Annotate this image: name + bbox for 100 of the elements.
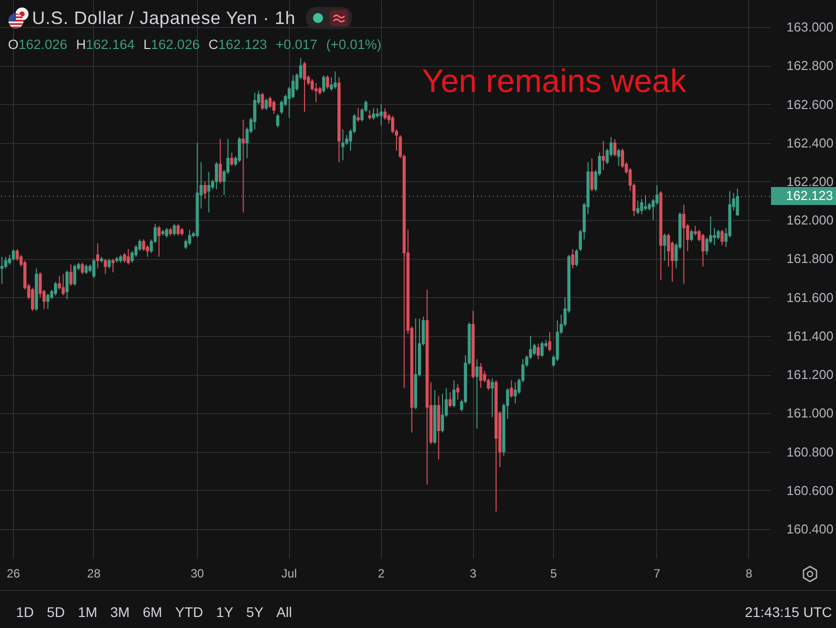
candlestick xyxy=(62,274,65,296)
y-tick-label: 160.600 xyxy=(786,482,834,498)
candlestick xyxy=(31,287,34,312)
candlestick xyxy=(620,148,624,168)
candlestick xyxy=(475,358,478,430)
candlestick xyxy=(712,227,716,246)
candlestick xyxy=(341,128,344,161)
candlestick xyxy=(142,238,146,252)
candlestick xyxy=(536,343,540,360)
candlestick xyxy=(108,258,111,269)
y-tick-label: 162.600 xyxy=(786,96,834,112)
y-tick-label: 162.200 xyxy=(786,174,834,189)
candlestick xyxy=(326,74,330,90)
candlestick xyxy=(368,110,372,120)
candlestick xyxy=(218,138,222,184)
text: 5Y xyxy=(246,604,264,620)
candlestick xyxy=(242,119,245,213)
x-tick-label: 26 xyxy=(6,566,20,580)
text: 5D xyxy=(46,604,65,620)
candlestick xyxy=(376,108,379,118)
candlestick xyxy=(280,100,284,114)
candlestick xyxy=(276,113,280,128)
y-tick-label: 161.400 xyxy=(786,328,834,344)
y-tick-label: 162.800 xyxy=(786,58,834,74)
candlestick xyxy=(73,264,76,286)
candlestick xyxy=(663,233,666,262)
candlestick xyxy=(303,61,306,112)
candlestick xyxy=(69,264,72,286)
x-tick-label: 5 xyxy=(550,566,558,580)
candlestick xyxy=(694,225,697,236)
y-tick-label: 160.800 xyxy=(786,444,834,460)
text: YTD xyxy=(175,604,204,620)
candlestick xyxy=(260,92,264,111)
x-tick-label: 8 xyxy=(746,566,753,580)
candlestick xyxy=(65,270,69,300)
text: 6M xyxy=(142,604,162,620)
candlestick xyxy=(292,74,295,99)
x-tick-label: 28 xyxy=(87,566,101,580)
candlestick xyxy=(268,96,272,109)
candlestick xyxy=(574,248,578,267)
candlestick xyxy=(701,233,705,267)
y-tick-label: 161.000 xyxy=(786,406,834,421)
candlestick xyxy=(682,204,686,284)
candlestick xyxy=(322,74,326,94)
candlestick xyxy=(456,384,460,400)
x-tick-label: 3 xyxy=(470,566,477,580)
candlestick xyxy=(636,200,640,215)
candlestick xyxy=(532,343,536,356)
text: All xyxy=(276,604,292,620)
candlestick xyxy=(514,382,517,404)
candlestick xyxy=(176,223,180,236)
candlestick xyxy=(272,100,276,114)
candlestick xyxy=(548,332,552,352)
y-tick-label: 163.000 xyxy=(786,20,834,35)
candlestick xyxy=(253,92,256,130)
candlestick xyxy=(146,244,150,258)
candlestick xyxy=(130,250,134,264)
x-tick-label: 2 xyxy=(378,566,385,580)
candlestick xyxy=(640,198,644,215)
annotation: Yen remains weak xyxy=(422,63,686,99)
y-tick-label: 162.400 xyxy=(786,135,834,150)
candlestick xyxy=(46,292,50,310)
candlestick xyxy=(0,256,4,284)
candlestick xyxy=(613,138,616,157)
y-tick-label: 161.200 xyxy=(786,367,834,382)
candlestick xyxy=(111,258,115,273)
candlestick xyxy=(510,380,513,398)
candlestick xyxy=(172,223,176,236)
candlestick xyxy=(356,108,360,122)
candlestick xyxy=(134,244,138,258)
candlestick xyxy=(12,248,15,262)
candlestick xyxy=(96,242,100,269)
candlestick xyxy=(479,362,482,389)
candlestick xyxy=(590,158,594,192)
candlestick xyxy=(490,378,494,418)
candlestick xyxy=(571,248,574,269)
candlestick xyxy=(92,258,96,279)
text: 21:43:15 UTC xyxy=(744,604,832,620)
candlestick xyxy=(230,152,234,167)
candlestick xyxy=(652,198,655,221)
text: 3M xyxy=(110,604,130,620)
x-tick-label: Jul xyxy=(282,566,297,580)
candlestick xyxy=(372,108,376,120)
candlestick xyxy=(126,248,130,266)
candlestick xyxy=(380,104,383,126)
candlestick xyxy=(84,264,88,275)
candlestick xyxy=(540,341,544,358)
candlestick xyxy=(214,162,218,190)
candlestick xyxy=(54,281,58,296)
candlestick xyxy=(617,148,620,167)
candlestick xyxy=(138,238,142,252)
x-tick-label: 30 xyxy=(190,566,204,580)
ref-line-label: 162.123 xyxy=(771,187,836,206)
y-tick-label: 160.400 xyxy=(786,522,834,537)
candlestick xyxy=(80,262,84,275)
candlestick xyxy=(720,229,724,246)
candlestick xyxy=(736,188,739,216)
candlestick xyxy=(334,70,337,90)
candlestick xyxy=(314,82,318,103)
candlestick xyxy=(448,391,452,408)
